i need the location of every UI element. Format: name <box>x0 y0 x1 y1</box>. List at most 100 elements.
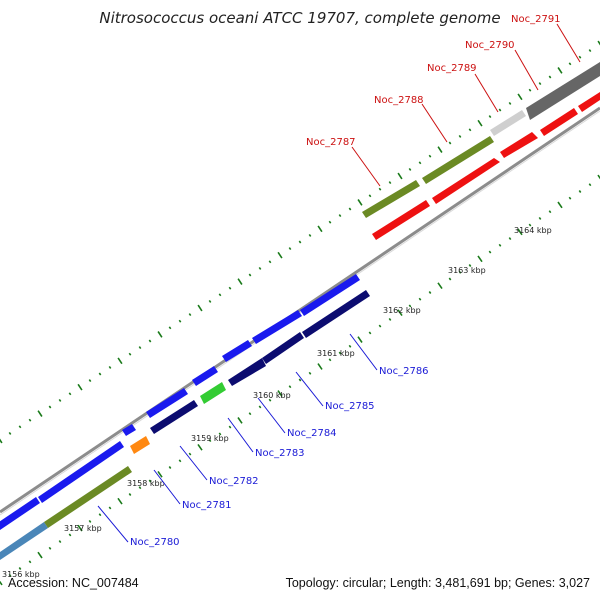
gene-feature <box>192 366 218 386</box>
tick-mark <box>488 115 492 119</box>
tick-mark <box>197 304 203 312</box>
tick-mark <box>248 412 252 416</box>
tick-mark <box>268 398 272 402</box>
tick-mark <box>178 459 182 463</box>
tick-mark <box>428 291 432 294</box>
gene-label[interactable]: Noc_2780 <box>130 537 180 548</box>
gene-label[interactable]: Noc_2786 <box>379 366 429 377</box>
tick-mark <box>18 567 22 570</box>
tick-mark <box>128 493 132 496</box>
gene-feature <box>422 136 494 184</box>
upper-tick-track <box>0 40 600 444</box>
gene-feature <box>302 290 370 338</box>
tick-mark <box>578 55 582 59</box>
gene-feature <box>262 332 304 364</box>
tick-mark <box>248 273 252 277</box>
gene-feature <box>372 200 430 240</box>
tick-mark <box>0 438 3 444</box>
tick-mark <box>98 372 102 376</box>
gene-feature <box>0 522 48 560</box>
tick-mark <box>418 297 422 301</box>
tick-mark <box>388 181 392 185</box>
tick-mark <box>548 210 552 214</box>
tick-mark <box>117 357 123 365</box>
tick-mark <box>77 383 83 391</box>
tick-label: 3161 kbp <box>317 349 355 358</box>
tick-labels: 3156 kbp 3157 kbp 3158 kbp 3159 kbp 3160… <box>2 226 552 579</box>
gene-label[interactable]: Noc_2790 <box>465 40 515 51</box>
tick-mark <box>98 513 102 517</box>
tick-mark <box>288 247 292 251</box>
tick-mark <box>368 331 372 335</box>
tick-mark <box>138 486 142 490</box>
gene-feature <box>540 108 578 136</box>
gene-feature <box>228 358 266 386</box>
gene-label[interactable]: Noc_2785 <box>325 401 375 412</box>
gene-feature <box>578 92 600 112</box>
tick-mark <box>8 431 12 435</box>
gene-feature <box>222 340 252 362</box>
tick-mark <box>298 378 302 382</box>
gene-feature <box>526 62 600 120</box>
tick-mark <box>448 277 452 281</box>
tick-mark <box>277 390 283 397</box>
genome-summary-text: Topology: circular; Length: 3,481,691 bp… <box>286 576 590 590</box>
tick-mark <box>208 299 212 303</box>
tick-mark <box>168 326 172 330</box>
gene-label[interactable]: Noc_2783 <box>255 448 305 459</box>
tick-mark <box>378 324 382 328</box>
tick-mark <box>108 506 112 510</box>
tick-mark <box>88 379 92 383</box>
tick-mark <box>357 199 363 206</box>
tick-mark <box>168 466 172 469</box>
tick-mark <box>218 432 222 436</box>
tick-mark <box>288 385 292 389</box>
tick-mark <box>557 201 563 209</box>
gene-label[interactable]: Noc_2788 <box>374 95 424 106</box>
tick-mark <box>448 141 452 145</box>
gene-label[interactable]: Noc_2789 <box>427 63 477 74</box>
tick-mark <box>528 223 532 227</box>
gene-feature <box>38 441 124 503</box>
gene-feature <box>362 180 420 218</box>
tick-label: 3157 kbp <box>64 524 102 533</box>
tick-mark <box>357 336 363 343</box>
tick-mark <box>68 533 72 537</box>
gene-label[interactable]: Noc_2781 <box>182 500 232 511</box>
tick-mark <box>258 266 262 270</box>
tick-mark <box>188 452 192 456</box>
tick-mark <box>477 255 483 263</box>
gene-feature <box>0 497 40 530</box>
tick-mark <box>397 172 403 180</box>
tick-mark <box>418 161 422 165</box>
tick-mark <box>408 167 412 171</box>
gene-label[interactable]: Noc_2791 <box>511 14 561 25</box>
gene-feature <box>44 466 132 528</box>
tick-mark <box>328 220 332 224</box>
gene-feature <box>300 274 360 316</box>
tick-mark <box>437 282 443 290</box>
tick-mark <box>208 439 212 443</box>
tick-mark <box>557 67 563 74</box>
gene-feature <box>146 388 188 418</box>
gene-label[interactable]: Noc_2782 <box>209 476 259 487</box>
tick-mark <box>477 119 483 127</box>
tick-mark <box>228 286 232 290</box>
tick-mark <box>408 304 412 308</box>
accession-text: Accession: NC_007484 <box>8 576 139 590</box>
gene-label[interactable]: Noc_2784 <box>287 428 337 439</box>
tick-mark <box>58 540 62 544</box>
tick-mark <box>18 425 22 429</box>
tick-mark <box>568 62 572 66</box>
tick-label: 3163 kbp <box>448 266 486 275</box>
tick-label: 3162 kbp <box>383 306 421 315</box>
tick-mark <box>88 519 92 523</box>
gene-label[interactable]: Noc_2787 <box>306 137 356 148</box>
tick-mark <box>397 309 403 317</box>
tick-mark <box>128 352 132 356</box>
tick-mark <box>48 405 52 409</box>
tick-mark <box>298 240 302 244</box>
tick-mark <box>437 146 443 153</box>
tick-mark <box>498 108 502 112</box>
